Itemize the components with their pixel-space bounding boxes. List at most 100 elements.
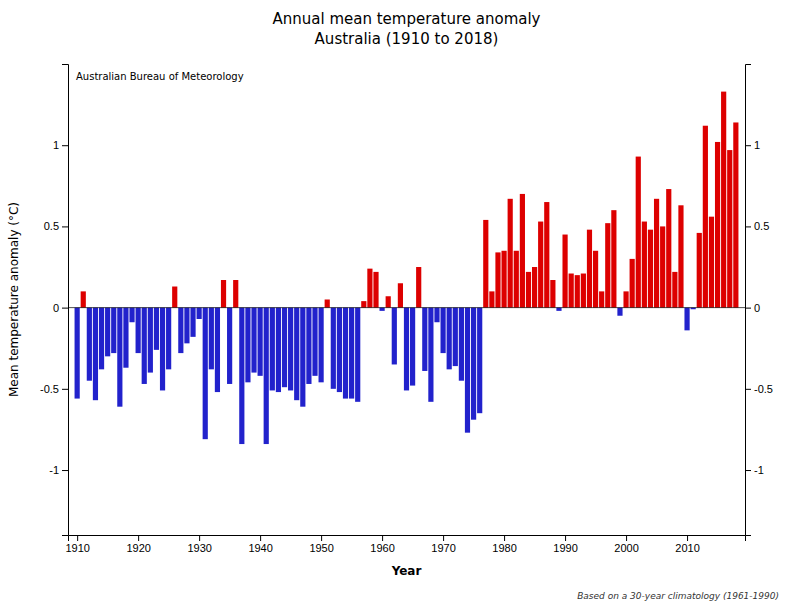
bar [178,308,183,353]
bar [264,308,269,444]
bar [87,308,92,381]
tick: 0.5 [44,220,68,232]
bar [672,272,677,308]
bar [483,220,488,308]
bar [258,308,263,376]
bar [581,274,586,308]
bar [215,308,220,392]
bar [434,308,439,323]
zero-line [68,307,745,308]
bar [617,308,622,316]
bar [209,308,214,370]
tick-mark [745,470,751,471]
bar [544,202,549,308]
bar [343,308,348,399]
tick-label: 0 [53,302,59,314]
tick: -0.5 [40,383,68,395]
tick-mark [62,145,68,146]
bar [380,308,385,311]
bar [172,287,177,308]
tick-mark [443,535,444,541]
bar [221,280,226,308]
tick: -1 [745,464,764,476]
bar [373,272,378,308]
subtitle: Australia (1910 to 2018) [315,30,499,48]
bar [501,251,506,308]
bar [367,269,372,308]
bar [654,199,659,308]
tick: 2010 [675,535,699,554]
tick: 1 [745,139,760,151]
y-axis-title: Mean temperature anomaly (°C) [7,202,21,397]
bar [197,308,202,319]
bar [489,291,494,307]
bar [648,230,653,308]
tick: 1940 [248,535,272,554]
bar [190,308,195,337]
tick: 1920 [126,535,150,554]
tick-mark [504,535,505,541]
tick-label: 1 [53,139,59,151]
bar [355,308,360,402]
bar [142,308,147,384]
tick-label: 1920 [126,542,150,554]
tick-label: -0.5 [40,383,59,395]
bar [471,308,476,420]
x-axis: 1910192019301940195019601970198019902000… [65,535,745,554]
bar [453,308,458,366]
y-axis: -1 -0.5 0 0.5 1 [40,65,68,536]
bar [276,308,281,392]
bar [630,259,635,308]
bar [526,272,531,308]
bar [575,275,580,307]
tick-label: 0.5 [754,220,769,232]
tick-label: 2010 [675,542,699,554]
bar [550,280,555,308]
tick: 1930 [187,535,211,554]
tick-mark [77,535,78,541]
bar [111,308,116,353]
bar [666,189,671,308]
bar [288,308,293,391]
bar [520,194,525,308]
bar [556,308,561,311]
bar [611,210,616,307]
tick: 1990 [553,535,577,554]
bar [532,267,537,308]
tick: -1 [49,464,68,476]
bar [392,308,397,365]
bar [203,308,208,440]
tick-label: 1930 [187,542,211,554]
x-axis-title: Year [391,564,422,578]
bar [251,308,256,373]
bar [166,308,171,370]
tick-label: 1910 [65,542,89,554]
bar [709,217,714,308]
bar [562,235,567,308]
bar [721,92,726,308]
bar [660,226,665,307]
title: Annual mean temperature anomaly [273,10,541,28]
bar [684,308,689,331]
tick-mark [62,226,68,227]
bar [233,280,238,308]
bar [105,308,110,357]
tick-label: 1970 [431,542,455,554]
bar [703,126,708,308]
tick: 0 [53,302,68,314]
tick-mark [260,535,261,541]
bar [422,308,427,371]
tick-mark [138,535,139,541]
tick-label: 0.5 [44,220,59,232]
tick: 1970 [431,535,455,554]
bar [599,291,604,307]
tick: 0 [745,302,760,314]
tick: 2000 [614,535,638,554]
y2-axis: -1-0.500.51 [745,65,773,536]
annotation: Based on a 30-year climatology (1961-199… [577,591,779,601]
bar [642,222,647,308]
bar [404,308,409,391]
tick: 1 [53,139,68,151]
tick-mark [745,145,751,146]
bar [160,308,165,391]
